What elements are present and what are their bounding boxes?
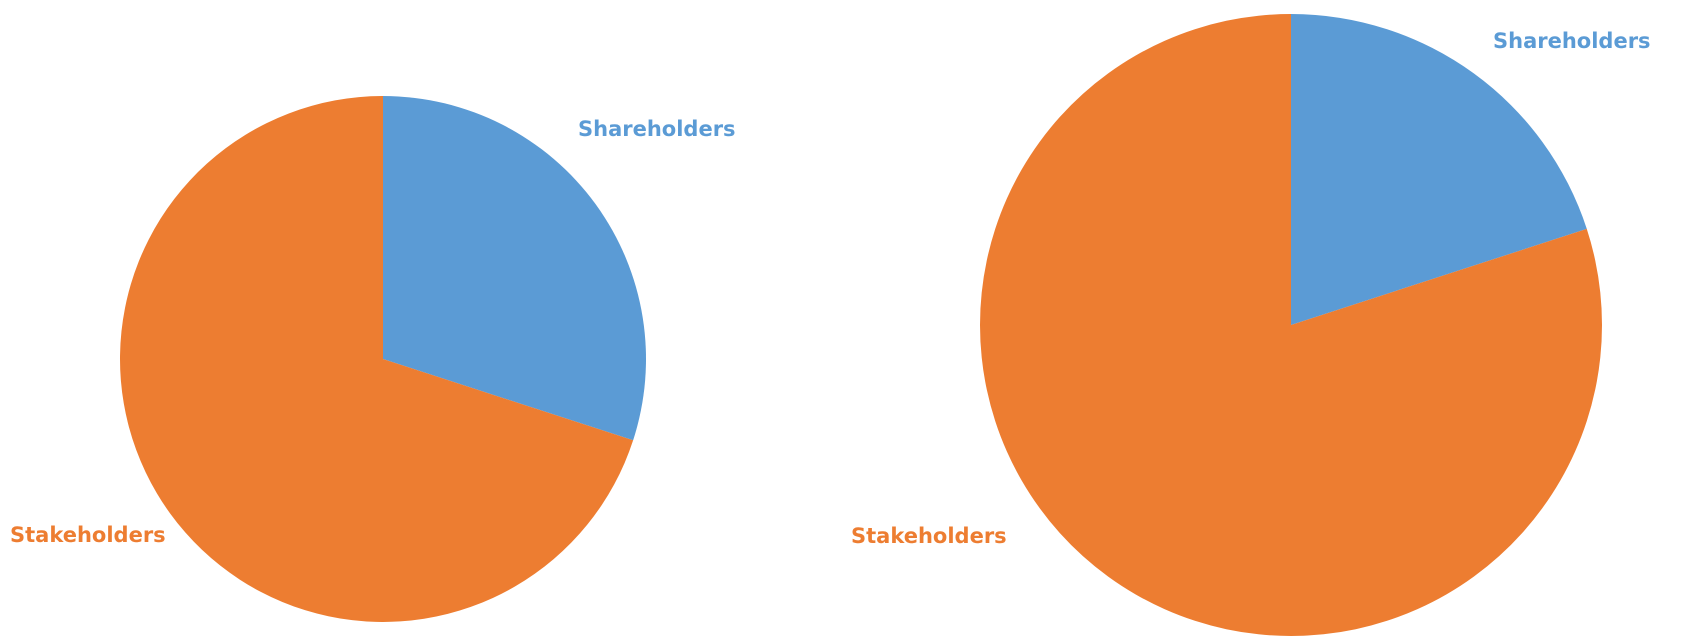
slice-label: Stakeholders xyxy=(10,523,166,547)
slice-label: Shareholders xyxy=(1493,29,1651,53)
pie-slice xyxy=(383,96,646,441)
pie-slice xyxy=(980,14,1603,636)
slice-label: Shareholders xyxy=(578,117,736,141)
slice-label: Stakeholders xyxy=(851,524,1007,548)
pie-slice xyxy=(120,96,634,622)
pie-slice xyxy=(1291,14,1587,325)
